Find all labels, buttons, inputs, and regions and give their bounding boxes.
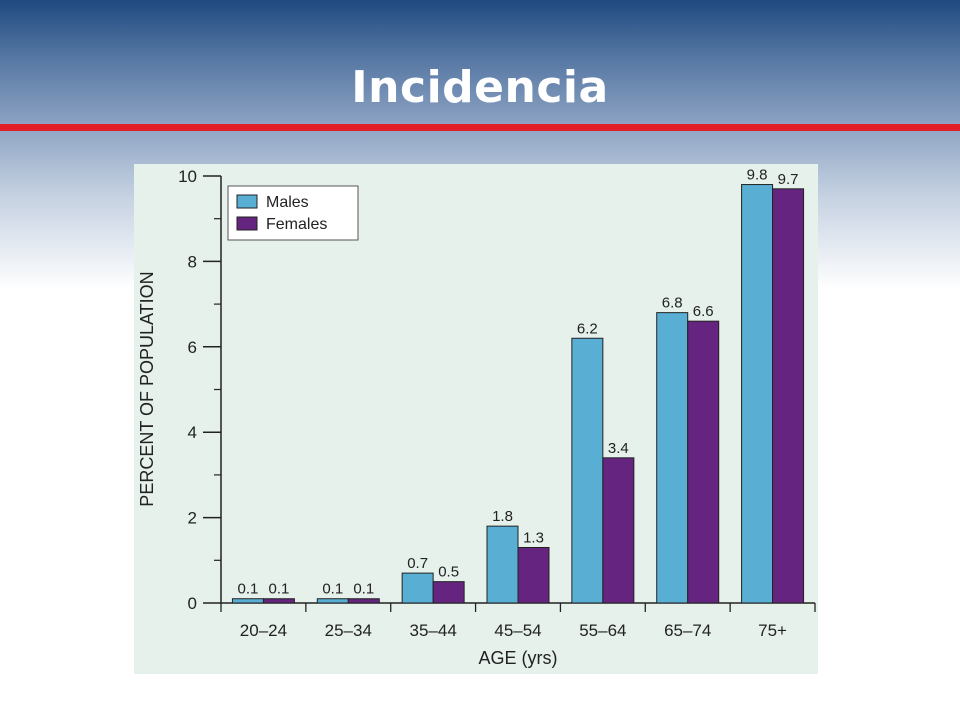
x-tick-label: 35–44	[410, 621, 457, 640]
data-label-females: 6.6	[693, 303, 714, 320]
bar-males-3	[486, 525, 519, 604]
y-tick-label: 0	[188, 594, 197, 613]
x-tick-label: 25–34	[325, 621, 372, 640]
legend-swatch-females	[236, 216, 258, 231]
y-tick-label: 6	[188, 338, 197, 357]
x-tick-label: 65–74	[664, 621, 711, 640]
bar-females-0	[262, 598, 295, 604]
bar-males-4	[571, 337, 604, 604]
y-tick-label: 2	[188, 509, 197, 528]
bar-females-5	[687, 320, 720, 604]
x-tick-label: 75+	[758, 621, 787, 640]
y-axis-title: PERCENT OF POPULATION	[137, 271, 157, 506]
bar-females-4	[602, 457, 635, 604]
bar-females-3	[517, 546, 550, 604]
data-label-males: 1.8	[492, 508, 513, 525]
data-label-males: 6.2	[577, 320, 598, 337]
bar-males-2	[401, 572, 434, 604]
data-label-males: 0.1	[322, 581, 343, 598]
bar-chart: 0 2 4 6 8 10 0.1 0.1 0.1 0.1 0.7 0.5 1.8 1.3 6.2 3.4 6.…	[137, 167, 816, 668]
y-tick-label: 4	[188, 423, 197, 442]
bar-males-0	[231, 598, 264, 604]
x-axis-title: AGE (yrs)	[479, 648, 558, 668]
data-label-males: 9.8	[747, 167, 768, 184]
y-tick-label: 8	[188, 252, 197, 271]
data-label-females: 1.3	[523, 529, 544, 546]
data-label-females: 3.4	[608, 440, 629, 457]
data-label-males: 0.1	[237, 581, 258, 598]
slide-title: Incidencia	[351, 62, 609, 113]
x-tick-label: 55–64	[579, 621, 626, 640]
title-divider	[0, 124, 960, 131]
x-tick-label: 20–24	[240, 621, 287, 640]
data-label-males: 0.7	[407, 555, 428, 572]
data-label-males: 6.8	[662, 295, 683, 312]
legend-swatch-males	[236, 194, 258, 209]
bar-males-1	[316, 598, 349, 604]
data-label-females: 0.5	[438, 564, 459, 581]
bar-females-1	[347, 598, 380, 604]
legend: Males Females	[227, 185, 359, 241]
y-tick-label: 10	[178, 167, 197, 186]
bar-males-6	[741, 184, 774, 604]
legend-label-males: Males	[266, 194, 309, 211]
bar-females-2	[432, 581, 465, 604]
bar-males-5	[656, 312, 689, 604]
data-label-females: 0.1	[353, 581, 374, 598]
data-label-females: 9.7	[778, 171, 799, 188]
x-tick-label: 45–54	[494, 621, 541, 640]
chart-panel: 0 2 4 6 8 10 0.1 0.1 0.1 0.1 0.7 0.5 1.8 1.3 6.2 3.4 6.…	[134, 164, 818, 674]
data-label-females: 0.1	[268, 581, 289, 598]
legend-label-females: Females	[266, 216, 327, 233]
bar-females-6	[772, 188, 805, 604]
